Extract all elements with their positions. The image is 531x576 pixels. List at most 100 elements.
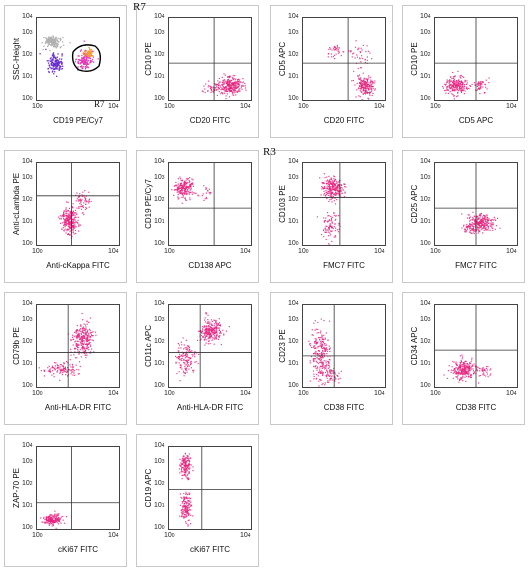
event-dot (365, 89, 367, 91)
event-dot (45, 522, 47, 524)
event-dot (69, 369, 71, 371)
event-dot (184, 475, 186, 477)
event-dot (183, 500, 185, 502)
y-tick-label: 102 (22, 338, 33, 345)
event-dot (48, 60, 50, 62)
event-dot (86, 340, 88, 342)
event-dot (372, 85, 374, 87)
event-dot (318, 332, 320, 334)
event-dot (317, 321, 319, 323)
event-dot (319, 338, 321, 340)
event-dot (482, 374, 484, 376)
event-dot (48, 518, 50, 520)
event-dot (478, 221, 480, 223)
event-dot (210, 327, 212, 329)
event-dot (459, 365, 461, 367)
event-dot (84, 350, 86, 352)
event-dot (226, 90, 228, 92)
event-dot (184, 181, 186, 183)
event-dot (190, 360, 192, 362)
event-dot (87, 335, 89, 337)
event-dot (485, 222, 487, 224)
event-dot (91, 52, 93, 54)
event-dot (84, 329, 86, 331)
event-dot (202, 332, 204, 334)
event-dot (48, 64, 50, 66)
event-dot (77, 62, 79, 64)
event-dot (81, 339, 83, 341)
event-dot (54, 367, 56, 369)
event-dot (49, 520, 52, 522)
event-dot (486, 222, 488, 224)
event-dot (461, 86, 463, 89)
event-dot (463, 365, 465, 367)
event-dot (476, 85, 479, 88)
event-dot (89, 341, 91, 343)
event-dot (461, 371, 463, 373)
event-dot (465, 380, 467, 382)
event-dot (56, 367, 58, 369)
event-dot (234, 92, 236, 94)
event-dot (80, 50, 82, 52)
event-dot (333, 212, 335, 214)
event-dot (469, 367, 471, 369)
event-dot (49, 368, 51, 370)
event-dot (183, 359, 185, 361)
event-dot (325, 375, 327, 377)
event-dot (481, 219, 483, 221)
event-dot (69, 227, 71, 229)
event-dot (464, 81, 466, 83)
panel-frame (4, 5, 127, 138)
event-dot (355, 96, 357, 98)
event-dot (464, 363, 466, 365)
event-dot (53, 373, 55, 375)
event-dot (182, 500, 185, 502)
event-dot (69, 231, 71, 233)
event-dot (456, 376, 458, 378)
event-dot (458, 368, 460, 370)
event-dot (358, 78, 360, 81)
event-dot (319, 369, 321, 371)
event-dot (80, 325, 82, 327)
event-dot (95, 334, 97, 336)
event-dot (326, 377, 328, 379)
event-dot (71, 221, 73, 223)
event-dot (84, 50, 86, 52)
event-dot (449, 80, 451, 82)
event-dot (52, 520, 54, 522)
event-dot (64, 226, 66, 228)
event-dot (186, 467, 188, 470)
event-dot (55, 516, 57, 518)
event-dot (361, 57, 363, 60)
event-dot (323, 182, 325, 184)
event-dot (84, 332, 86, 334)
event-dot (334, 219, 336, 221)
panel-frame (270, 150, 393, 283)
event-dot (367, 83, 369, 85)
event-dot (186, 466, 188, 468)
event-dot (79, 200, 82, 202)
event-dot (229, 85, 231, 88)
event-dot (328, 381, 330, 383)
event-dot (181, 192, 183, 194)
event-dot (192, 371, 194, 373)
event-dot (319, 177, 321, 179)
event-dot (331, 222, 333, 224)
event-dot (238, 84, 240, 86)
event-dot (467, 367, 469, 370)
event-dot (320, 318, 322, 320)
event-dot (179, 184, 181, 186)
event-dot (325, 189, 327, 191)
event-dot (62, 365, 64, 367)
event-dot (79, 349, 81, 351)
event-dot (474, 89, 477, 91)
event-dot (370, 83, 372, 85)
event-dot (471, 359, 473, 361)
event-dot (327, 56, 329, 58)
event-dot (318, 350, 320, 352)
event-dot (61, 374, 63, 376)
event-dot (335, 218, 337, 220)
event-dot (459, 371, 461, 374)
event-dot (469, 216, 471, 218)
event-dot (220, 86, 222, 88)
